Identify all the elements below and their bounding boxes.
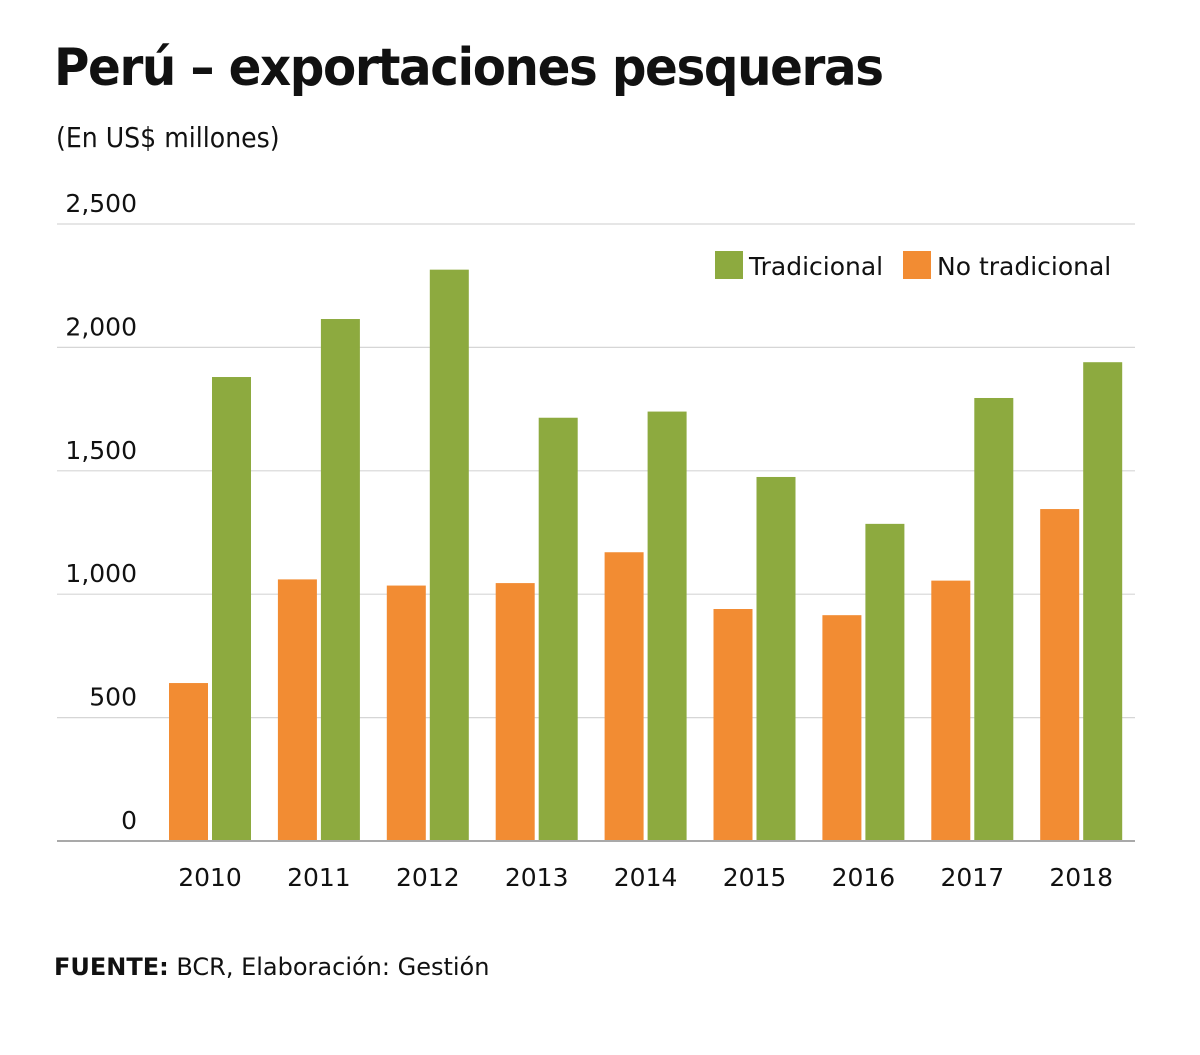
x-tick-label: 2018 bbox=[1049, 863, 1113, 892]
legend: Tradicional No tradicional bbox=[715, 251, 1111, 281]
bar-no-tradicional-2014 bbox=[604, 552, 644, 841]
x-tick-label: 2012 bbox=[396, 863, 460, 892]
source-note: FUENTE: BCR, Elaboración: Gestión bbox=[54, 955, 489, 979]
source-text: BCR, Elaboración: Gestión bbox=[168, 953, 490, 981]
bar-no-tradicional-2013 bbox=[495, 583, 535, 841]
legend-label: No tradicional bbox=[937, 252, 1111, 281]
x-tick-label: 2011 bbox=[287, 863, 351, 892]
bar-no-tradicional-2011 bbox=[277, 579, 317, 841]
bar-no-tradicional-2010 bbox=[169, 683, 208, 841]
x-tick-label: 2016 bbox=[832, 863, 896, 892]
legend-swatch bbox=[903, 251, 931, 279]
y-tick-label: 0 bbox=[121, 806, 137, 835]
source-label: FUENTE: bbox=[54, 953, 169, 981]
bar-tradicional-2012 bbox=[429, 269, 469, 842]
y-axis-ticks: 0 500 1,000 1,500 2,000 2,500 bbox=[65, 189, 137, 835]
chart-subtitle: (En US$ millones) bbox=[56, 121, 280, 154]
x-tick-label: 2017 bbox=[940, 863, 1004, 892]
bar-tradicional-2013 bbox=[538, 417, 578, 841]
bar-no-tradicional-2017 bbox=[931, 580, 971, 841]
bar-tradicional-2015 bbox=[756, 476, 796, 841]
x-axis-ticks: 2010 2011 2012 2013 2014 2015 2016 2017 2018 bbox=[178, 863, 1113, 892]
x-tick-label: 2010 bbox=[178, 863, 242, 892]
bar-tradicional-2010 bbox=[212, 377, 251, 841]
bar-tradicional-2017 bbox=[974, 397, 1014, 841]
y-tick-label: 2,500 bbox=[65, 189, 137, 218]
x-tick-label: 2013 bbox=[505, 863, 569, 892]
bar-tradicional-2014 bbox=[647, 411, 687, 841]
bar-no-tradicional-2018 bbox=[1040, 509, 1080, 841]
bar-no-tradicional-2012 bbox=[386, 585, 426, 841]
bar-tradicional-2018 bbox=[1083, 362, 1123, 841]
legend-swatch bbox=[715, 251, 743, 279]
chart-title: Perú – exportaciones pesqueras bbox=[54, 38, 884, 98]
y-tick-label: 500 bbox=[89, 683, 137, 712]
bar-tradicional-2011 bbox=[320, 319, 360, 841]
y-tick-label: 2,000 bbox=[65, 312, 137, 341]
y-tick-label: 1,500 bbox=[65, 436, 137, 465]
x-tick-label: 2014 bbox=[614, 863, 678, 892]
legend-label: Tradicional bbox=[748, 252, 883, 281]
bar-tradicional-2016 bbox=[865, 523, 905, 841]
bar-no-tradicional-2016 bbox=[822, 615, 862, 841]
y-tick-label: 1,000 bbox=[65, 559, 137, 588]
x-tick-label: 2015 bbox=[723, 863, 787, 892]
bar-no-tradicional-2015 bbox=[713, 609, 753, 841]
bars bbox=[169, 269, 1123, 842]
